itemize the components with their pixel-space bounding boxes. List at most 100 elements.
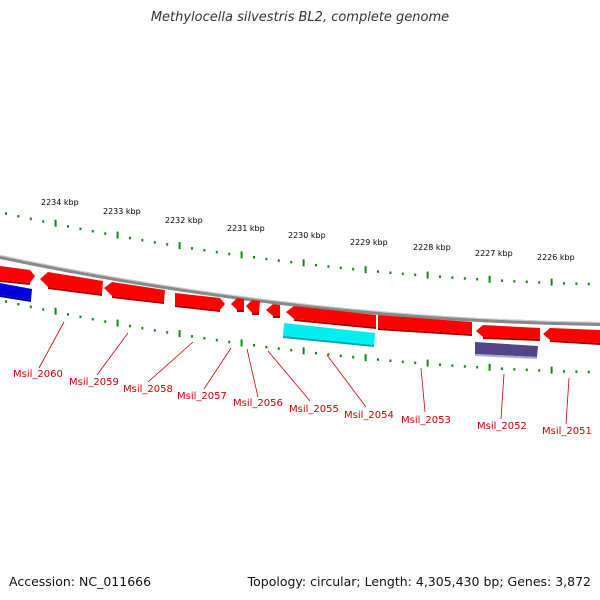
inner-scale-minor-tick	[253, 344, 255, 347]
outer-scale-minor-tick	[141, 238, 144, 242]
leader-line-msil-2051	[565, 377, 570, 425]
leader-line-msil-2054	[326, 354, 367, 408]
inner-scale-minor-tick	[451, 364, 454, 367]
outer-scale-minor-tick	[315, 263, 317, 267]
feature-bars	[0, 283, 538, 359]
gene-label-msil-2052[interactable]: Msil_2052	[477, 421, 527, 432]
gene-arrow-msil-2053	[378, 315, 472, 336]
inner-scale-minor-tick	[389, 359, 392, 362]
leader-line-msil-2052	[500, 373, 505, 420]
gene-labels: Msil_2060 Msil_2059 Msil_2058 Msil_2057 …	[13, 369, 592, 437]
gene-label-msil-2051[interactable]: Msil_2051	[542, 426, 592, 437]
outer-scale-minor-tick	[153, 241, 156, 244]
outer-scale-minor-tick	[525, 280, 528, 284]
outer-scale-minor-tick	[476, 278, 479, 281]
outer-scale-minor-tick	[439, 275, 441, 278]
outer-scale-major-tick	[364, 266, 367, 274]
gene-label-msil-2055[interactable]: Msil_2055	[289, 404, 339, 415]
scale-label-2229: 2229 kbp	[350, 238, 388, 247]
outer-scale-minor-tick	[215, 250, 218, 254]
gene-label-msil-2057[interactable]: Msil_2057	[177, 391, 227, 402]
genome-summary-text: Topology: circular; Length: 4,305,430 bp…	[247, 574, 591, 589]
inner-scale-major-tick	[550, 366, 553, 374]
outer-scale-minor-tick	[327, 265, 330, 268]
leader-line-msil-2056	[246, 348, 259, 398]
inner-scale-major-tick	[54, 307, 57, 315]
outer-scale-minor-tick	[129, 236, 131, 240]
gene-arrow-msil-2055	[266, 304, 280, 318]
gene-label-msil-2054[interactable]: Msil_2054	[344, 410, 394, 421]
inner-scale-major-tick	[178, 330, 181, 338]
outer-scale-minor-tick	[104, 232, 107, 235]
outer-scale-minor-tick	[401, 272, 404, 276]
feature-bar-purple	[475, 342, 538, 359]
inner-scale-minor-tick	[476, 366, 479, 369]
inner-scale-minor-tick	[42, 308, 45, 311]
inner-scale-track	[5, 300, 590, 374]
inner-scale-minor-tick	[191, 335, 193, 338]
inner-scale-major-tick	[302, 347, 305, 355]
inner-scale-major-tick	[240, 339, 243, 347]
outer-scale-minor-tick	[166, 243, 169, 246]
outer-scale-major-tick	[240, 251, 243, 259]
gene-label-msil-2058[interactable]: Msil_2058	[123, 384, 173, 395]
inner-scale-minor-tick	[215, 338, 218, 342]
scale-label-2233: 2233 kbp	[103, 207, 141, 216]
outer-scale-major-tick	[488, 275, 491, 283]
inner-scale-major-tick	[364, 354, 367, 362]
gene-label-msil-2056[interactable]: Msil_2056	[233, 398, 283, 409]
inner-scale-minor-tick	[67, 313, 69, 316]
outer-scale-minor-tick	[352, 267, 355, 271]
outer-scale-minor-tick	[538, 281, 541, 284]
outer-scale-minor-tick	[203, 249, 206, 252]
leader-line-msil-2059	[96, 332, 129, 376]
scale-label-2226: 2226 kbp	[537, 253, 575, 262]
gene-arrow-msil-2052	[476, 325, 540, 341]
inner-scale-minor-tick	[129, 324, 131, 328]
inner-scale-minor-tick	[91, 318, 94, 321]
leader-line-msil-2058	[147, 341, 194, 383]
gene-arrow-msil-2059	[40, 272, 103, 296]
leader-line-msil-2055	[267, 350, 311, 402]
outer-scale-major-tick	[54, 219, 57, 227]
inner-scale-minor-tick	[501, 367, 503, 370]
inner-scale-minor-tick	[352, 355, 355, 359]
scale-label-2234: 2234 kbp	[41, 198, 79, 207]
inner-scale-minor-tick	[463, 365, 466, 368]
outer-scale-minor-tick	[191, 247, 193, 250]
leader-line-msil-2053	[420, 367, 426, 413]
inner-scale-minor-tick	[513, 368, 516, 371]
outer-scale-minor-tick	[79, 227, 82, 231]
inner-scale-minor-tick	[203, 337, 206, 340]
inner-scale-minor-tick	[587, 370, 590, 374]
inner-scale-major-tick	[116, 319, 119, 327]
gene-arrow-msil-2051	[543, 328, 600, 345]
outer-scale-major-tick	[116, 231, 119, 239]
inner-scale-minor-tick	[563, 370, 565, 373]
gene-label-msil-2053[interactable]: Msil_2053	[401, 415, 451, 426]
outer-scale-minor-tick	[265, 257, 268, 261]
outer-scale-minor-tick	[91, 230, 94, 233]
inner-scale-minor-tick	[538, 369, 541, 372]
leader-line-msil-2057	[203, 347, 232, 390]
inner-scale-minor-tick	[439, 363, 441, 366]
gene-label-msil-2060[interactable]: Msil_2060	[13, 369, 63, 380]
outer-scale-minor-tick	[277, 259, 280, 262]
outer-scale-minor-tick	[563, 282, 565, 285]
inner-scale-minor-tick	[104, 320, 107, 323]
gene-arrow-msil-2057	[175, 293, 225, 312]
gene-label-msil-2059[interactable]: Msil_2059	[69, 377, 119, 388]
inner-scale-minor-tick	[525, 368, 528, 372]
inner-scale-minor-tick	[327, 353, 330, 356]
feature-bar-blue	[0, 283, 32, 302]
outer-scale-minor-tick	[377, 270, 379, 273]
outer-scale-major-tick	[550, 278, 553, 286]
inner-scale-minor-tick	[315, 351, 317, 355]
gene-arrow-msil-2056	[231, 298, 260, 315]
genome-backbone	[0, 255, 600, 326]
outer-scale-minor-tick	[67, 225, 69, 228]
outer-scale-minor-tick	[339, 266, 342, 270]
genome-title: Methylocella silvestris BL2, complete ge…	[150, 10, 450, 25]
gene-arrow-msil-2054	[286, 306, 376, 329]
